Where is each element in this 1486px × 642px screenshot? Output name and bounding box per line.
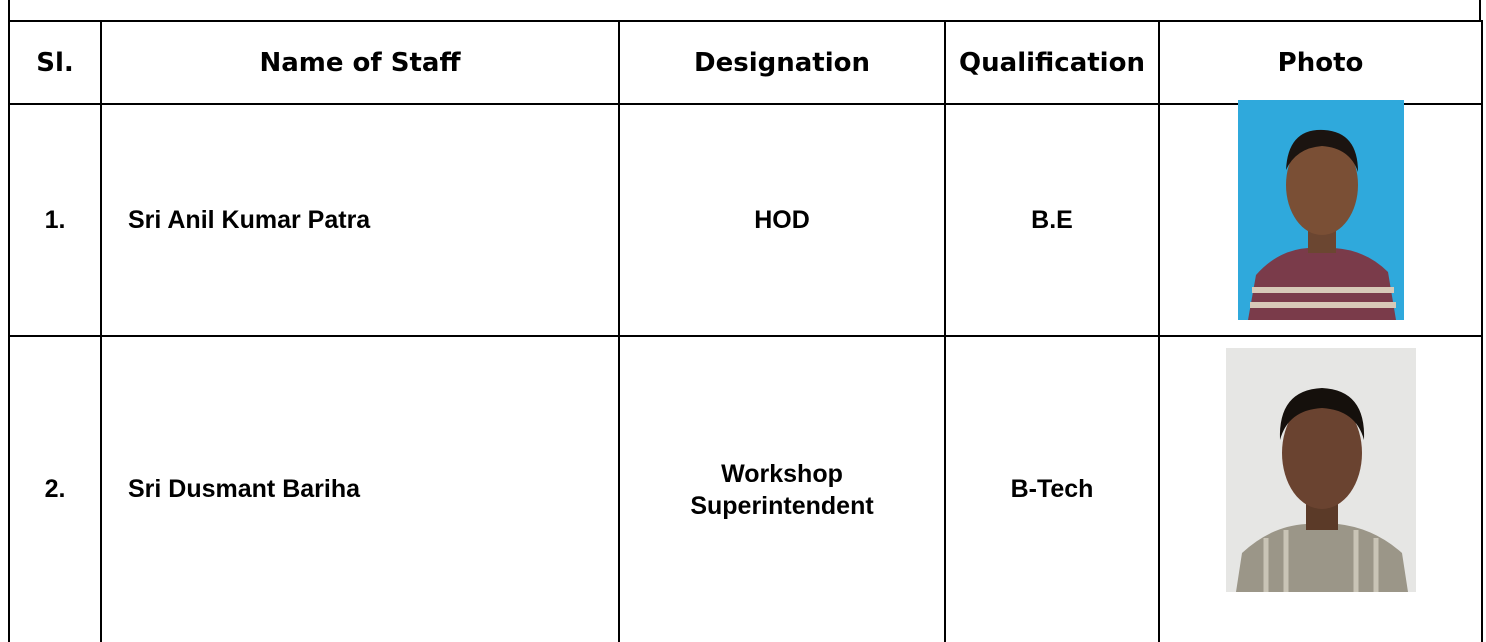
cell: Sri Dusmant Bariha xyxy=(100,335,620,642)
header-cell: Designation xyxy=(618,20,946,105)
row: 1. Sri Anil Kumar Patra HOD B.E xyxy=(8,100,1483,337)
cell: 2. xyxy=(8,335,102,642)
header-row: Sl. Name of Staff Designation Qualificat… xyxy=(8,20,1483,105)
cell: 1. xyxy=(8,103,102,337)
photo-cell xyxy=(1158,335,1483,642)
header-cell: Photo xyxy=(1158,20,1483,105)
header-cell: Qualification xyxy=(944,20,1160,105)
header-cell: Name of Staff xyxy=(100,20,620,105)
staff-table: Sl. Name of Staff Designation Qualificat… xyxy=(8,20,1483,642)
header-cell: Sl. xyxy=(8,20,102,105)
row: 2. Sri Dusmant Bariha Workshop Superinte… xyxy=(8,335,1483,642)
photo-cell xyxy=(1158,100,1483,337)
cell: B-Tech xyxy=(944,335,1160,642)
cell: B.E xyxy=(944,103,1160,337)
photo xyxy=(1225,347,1416,592)
photo xyxy=(1237,100,1404,320)
cell: Sri Anil Kumar Patra xyxy=(100,103,620,337)
frame xyxy=(8,0,1481,20)
cell: Workshop Superintendent xyxy=(618,335,946,642)
cell: HOD xyxy=(618,103,946,337)
